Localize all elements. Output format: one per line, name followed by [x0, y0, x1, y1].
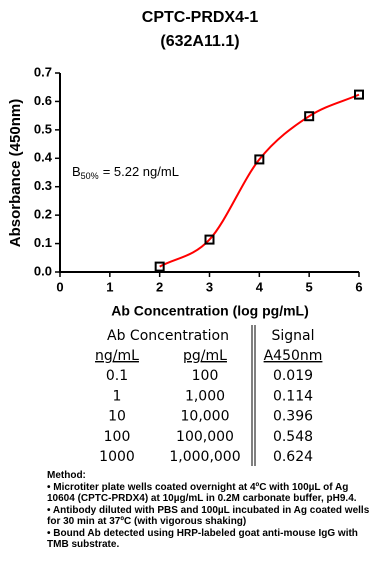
table-header: Ab Concentration — [107, 328, 229, 344]
y-tick-label: 0.4 — [34, 150, 53, 165]
table-column-header: ng/mL — [95, 348, 139, 364]
table-cell: 100,000 — [176, 429, 234, 445]
annotation-subscript: 50% — [81, 171, 99, 181]
marker — [304, 111, 315, 122]
table-cell: 10 — [108, 409, 126, 425]
table-cell: 1 — [113, 388, 122, 404]
table-cell: 1,000 — [185, 388, 225, 404]
marker — [354, 89, 364, 100]
y-tick-label: 0.1 — [34, 235, 52, 250]
method-item: • Bound Ab detected using HRP-labeled go… — [47, 527, 358, 551]
x-tick-label: 5 — [306, 279, 313, 294]
x-tick-label: 6 — [355, 279, 362, 294]
y-axis-label: Absorbance (450nm) — [7, 99, 24, 247]
x-tick-label: 0 — [56, 279, 63, 294]
marker — [254, 154, 265, 165]
method: Method: • Microtiter plate wells coated … — [47, 470, 377, 551]
table-cell: 0.114 — [273, 388, 313, 404]
chart-subtitle: (632A11.1) — [160, 33, 239, 50]
x-tick-label: 1 — [106, 279, 113, 294]
table-cell: 0.019 — [273, 368, 313, 384]
annotation: B50% = 5.22 ng/mL — [72, 164, 179, 181]
method-item: • Microtiter plate wells coated overnigh… — [47, 481, 357, 505]
table-cell: 100 — [192, 368, 219, 384]
y-tick-label: 0.7 — [34, 64, 52, 79]
x-tick-label: 4 — [256, 279, 264, 294]
method-item: • Antibody diluted with PBS and 100µL in… — [47, 504, 370, 528]
fit-curve — [159, 93, 360, 268]
y-tick-label: 0.2 — [34, 207, 52, 222]
chart-title: CPTC-PRDX4-1 — [142, 9, 259, 26]
y-tick-label: 0.6 — [34, 93, 52, 108]
chart: CPTC-PRDX4-1 (632A11.1) Absorbance (450n… — [7, 9, 364, 466]
table-cell: 1,000,000 — [169, 449, 240, 465]
x-tick-label: 3 — [206, 279, 213, 294]
table-cell: 10,000 — [181, 409, 230, 425]
method-title: Method: — [47, 470, 86, 481]
table-cell: 0.624 — [273, 449, 313, 465]
table: Ab Concentration Signal ng/mL pg/mL A450… — [95, 325, 322, 466]
table-cell: 0.548 — [273, 429, 313, 445]
table-cell: 1000 — [99, 449, 135, 465]
table-cell: 0.1 — [106, 368, 128, 384]
x-axis-label: Ab Concentration (log pg/mL) — [111, 303, 309, 319]
marker — [154, 261, 165, 272]
y-tick-label: 0.3 — [34, 178, 52, 193]
table-cell: 100 — [104, 429, 131, 445]
annotation-text: = 5.22 ng/mL — [103, 164, 179, 179]
table-column-header: pg/mL — [183, 348, 227, 364]
annotation-text: B — [72, 164, 81, 179]
y-tick-label: 0.0 — [34, 263, 52, 278]
table-cell: 0.396 — [273, 409, 313, 425]
x-tick-label: 2 — [156, 279, 163, 294]
table-column-header: A450nm — [264, 348, 323, 364]
marker — [204, 234, 215, 245]
table-header: Signal — [271, 328, 314, 344]
y-tick-label: 0.5 — [34, 121, 52, 136]
